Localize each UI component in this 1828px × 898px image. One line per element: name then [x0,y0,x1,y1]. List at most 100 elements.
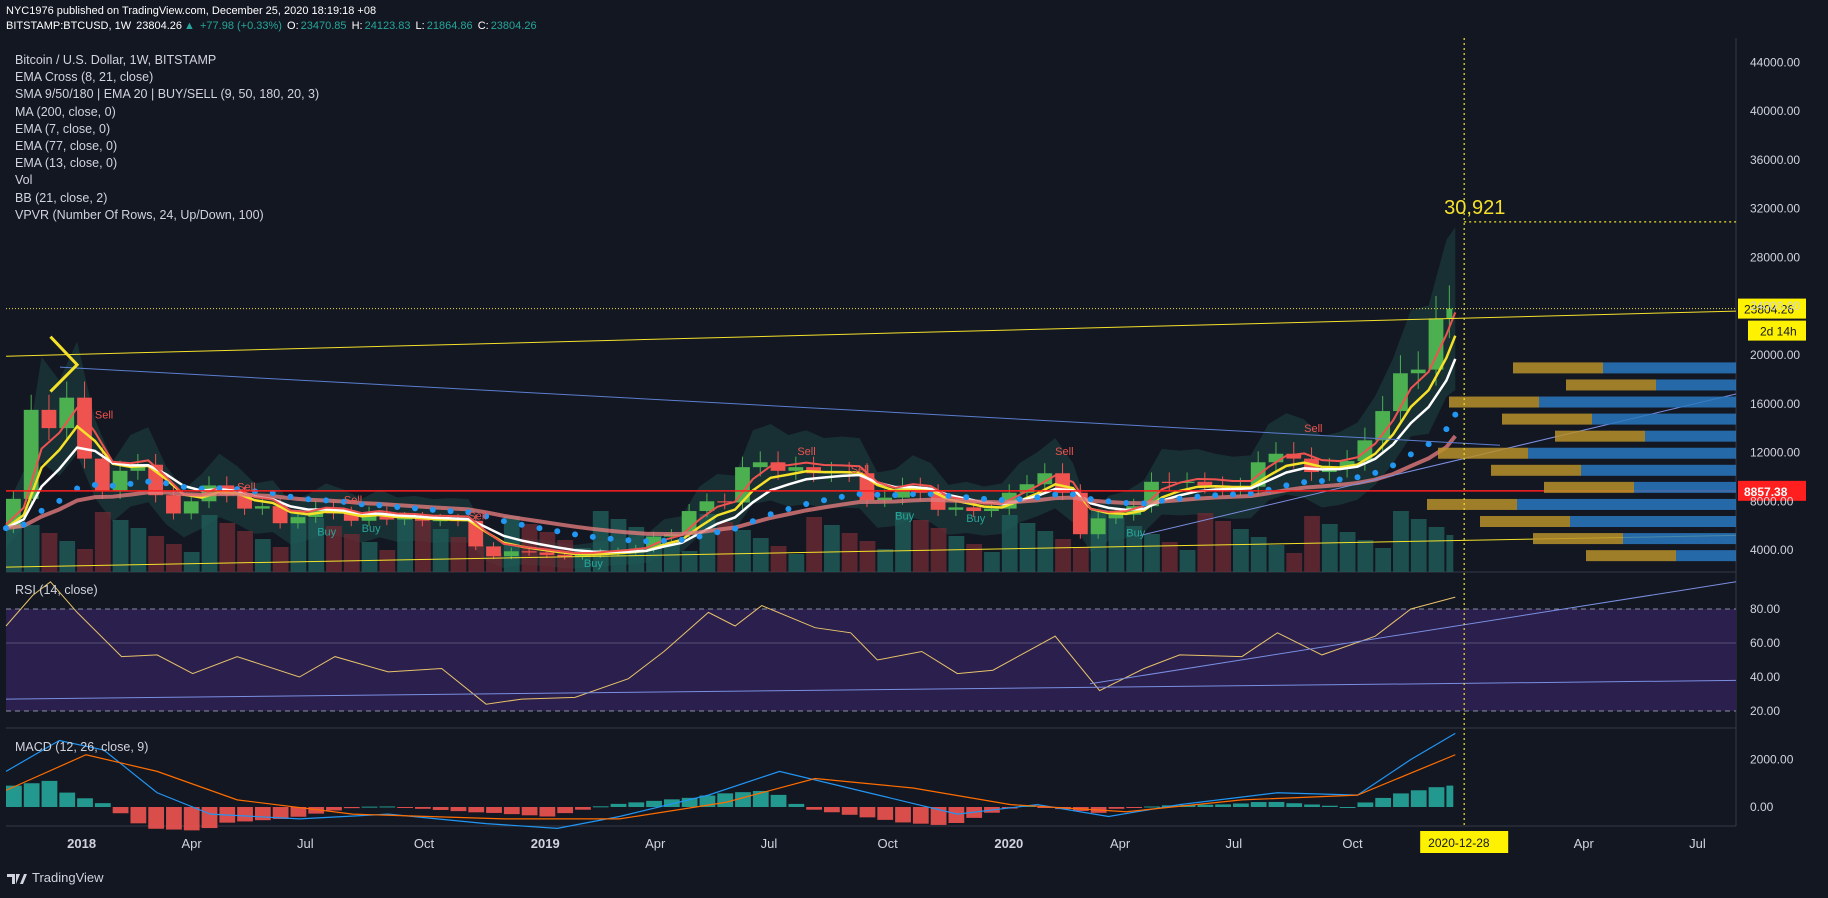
sell-signal-label: Sell [851,464,869,476]
published-text: published on TradingView.com, December 2… [53,5,377,17]
legend-item[interactable]: EMA (13, close, 0) [15,156,118,171]
sma-dot [56,497,63,504]
legend-item[interactable]: EMA (7, close, 0) [15,121,111,136]
sma-dot [127,480,134,487]
volume-bar [681,551,698,572]
candle-body [539,552,555,555]
sma-dot [785,505,792,512]
close-label: C: [477,20,489,32]
sma-dot [998,497,1005,504]
price-change: +77.98 (+0.33%) [200,20,282,32]
volume-bar [1410,519,1427,572]
sma-dot [3,525,9,532]
macd-histogram-bar [824,807,840,813]
candle-body [1144,481,1159,507]
open-value: 23470.85 [300,20,347,32]
volume-bar [1126,526,1143,572]
volume-bar [77,549,93,572]
candle-body [1161,481,1177,483]
macd-histogram-bar [539,807,556,817]
buy-signal-label: Buy [895,511,914,523]
sma-dot [554,528,561,535]
macd-histogram-bar [717,793,734,807]
macd-histogram-bar [183,807,200,831]
legend-item[interactable]: BB (21, close, 2) [15,190,108,205]
macd-histogram-bar [397,807,414,808]
volume-bar [912,520,929,572]
macd-histogram-bar [272,807,289,819]
macd-histogram-bar [1215,804,1232,807]
legend-item[interactable]: SMA 9/50/180 | EMA 20 | BUY/SELL (9, 50,… [15,87,320,102]
legend-item[interactable]: Vol [15,173,33,188]
volume-bar [6,517,22,572]
macd-histogram-bar [788,803,805,807]
sma-dot [20,521,27,528]
volume-bar [895,512,911,572]
macd-histogram-bar [1321,805,1338,807]
volume-bar [1072,547,1089,572]
volume-bar [1197,513,1214,572]
support-price-label: 8857.38 [1744,485,1788,499]
sma-dot [874,491,881,498]
macd-pane-label[interactable]: MACD (12, 26, close, 9) [15,740,149,754]
time-tick-label: 2019 [531,836,560,851]
price-tick-label: 28000.00 [1750,250,1800,264]
sma-dot [749,518,756,525]
buy-signal-label: Buy [317,526,336,538]
legend-item[interactable]: EMA (77, close, 0) [15,139,118,154]
sma-dot [109,482,116,489]
sma-dot [1452,411,1459,418]
volume-bar [859,541,876,572]
legend-item[interactable]: EMA Cross (8, 21, close) [15,70,154,85]
buy-signal-label: Buy [1126,528,1145,540]
sma-dot [305,496,312,503]
low-value: 21864.86 [426,20,473,32]
sma-dot [340,498,347,505]
candle-body [343,513,359,521]
legend-item[interactable]: Bitcoin / U.S. Dollar, 1W, BITSTAMP [15,53,217,67]
price-tick-label: 36000.00 [1750,153,1800,167]
legend-item[interactable]: MA (200, close, 0) [15,104,116,119]
sma-dot [412,505,419,512]
sma-dot [589,533,596,540]
sma-dot [1443,426,1450,433]
legend-item[interactable]: VPVR (Number Of Rows, 24, Up/Down, 100) [15,207,264,222]
candle-body [699,501,715,512]
macd-histogram-bar [592,806,609,808]
publisher-name[interactable]: NYC1976 [6,5,54,17]
volume-bar [397,513,414,572]
rsi-pane-label[interactable]: RSI (14, close) [15,583,98,597]
sma-dot [1230,491,1237,498]
symbol-label[interactable]: BITSTAMP:BTCUSD, 1W [6,20,132,32]
indicator-legend: Bitcoin / U.S. Dollar, 1W, BITSTAMP EMA … [15,52,319,224]
sma-dot [91,481,98,488]
close-value: 23804.26 [490,20,537,32]
candle-body [183,501,199,514]
volume-bar [326,526,342,572]
sma-dot [447,508,454,515]
rsi-tick-label: 40.00 [1750,670,1780,684]
volume-bar [219,523,236,572]
sell-signal-label: Sell [468,511,486,523]
sma-dot [1283,482,1290,489]
volume-profile-bar [1570,516,1736,528]
macd-histogram-bar [1268,801,1285,807]
macd-histogram-bar [930,807,947,825]
ema-fast-line [5,335,1457,556]
macd-histogram-bar [308,807,325,814]
volume-bar [1108,518,1125,572]
trend-line [5,534,1737,568]
volume-bar [379,550,396,572]
sma-dot [1158,497,1165,504]
up-arrow-icon: ▲ [184,20,195,32]
sma-dot [1390,462,1397,469]
volume-profile-bar [1555,430,1645,442]
macd-tick-label: 2000.00 [1750,753,1794,767]
time-tick-label: Oct [414,836,435,851]
bollinger-band [6,227,1456,569]
sma-dot [1176,495,1183,502]
volume-profile-bar [1586,550,1676,562]
volume-bar [1286,553,1303,572]
tradingview-logo[interactable]: TradingView [6,870,104,885]
